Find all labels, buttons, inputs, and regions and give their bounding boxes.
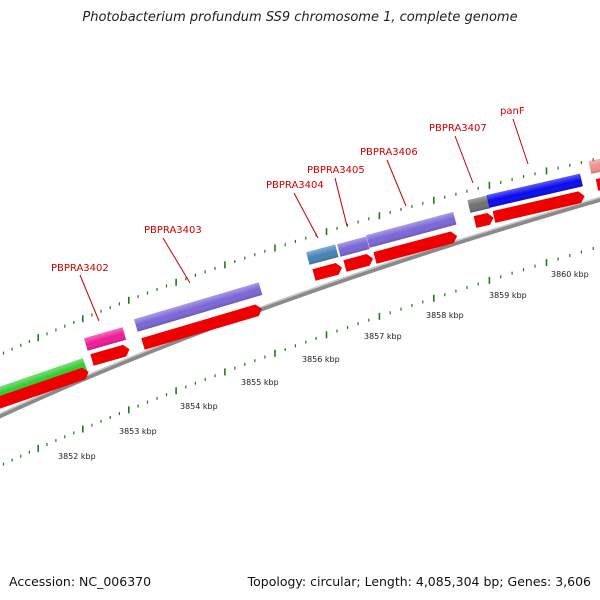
scale-label: 3860 kbp (551, 270, 589, 279)
gene-bar-shade (366, 211, 457, 248)
cds-arrow[interactable] (0, 366, 91, 410)
scale-labels: 3852 kbp 3853 kbp 3854 kbp 3855 kbp 3856… (58, 270, 589, 461)
gene-bar-shade (306, 244, 339, 265)
cds-arrow[interactable] (90, 343, 131, 366)
scale-label: 3857 kbp (364, 332, 402, 341)
cds-arrow[interactable] (373, 230, 458, 264)
leader-line (334, 177, 348, 227)
gene-labels: PBPRA3402 PBPRA3403 PBPRA3404 PBPRA3405 … (51, 106, 529, 322)
gene-bar-shade (337, 236, 370, 257)
scale-label: 3855 kbp (241, 378, 279, 387)
scale-label: 3859 kbp (489, 291, 527, 300)
chromosome-backbone (0, 196, 600, 419)
cds-arrow[interactable] (312, 262, 343, 281)
leader-line (79, 274, 100, 322)
scale-label: 3853 kbp (119, 427, 157, 436)
scale-label: 3856 kbp (302, 355, 340, 364)
scale-label: 3852 kbp (58, 452, 96, 461)
cds-arrow[interactable] (473, 212, 495, 228)
leader-line (454, 135, 474, 184)
leader-line (512, 118, 529, 165)
gene-label-pbpra3406[interactable]: PBPRA3406 (360, 147, 418, 158)
gene-bar-shade (588, 156, 600, 174)
tick-row-outer (2, 158, 594, 355)
gene-label-pbpra3404[interactable]: PBPRA3404 (266, 180, 324, 191)
cds-arrow[interactable] (492, 190, 586, 223)
scale-label: 3858 kbp (426, 311, 464, 320)
gene-label-pbpra3403[interactable]: PBPRA3403 (144, 225, 202, 236)
gene-bar-shade (467, 195, 490, 213)
gene-bar-shade (84, 327, 127, 351)
feature-track-cds (0, 175, 600, 410)
genome-summary-text: Topology: circular; Length: 4,085,304 bp… (247, 574, 591, 589)
gene-bar-shade (134, 282, 263, 332)
leader-line (293, 192, 319, 239)
map-title: Photobacterium profundum SS9 chromosome … (82, 10, 518, 25)
gene-label-pbpra3402[interactable]: PBPRA3402 (51, 263, 109, 274)
leader-line (386, 159, 407, 207)
cds-arrow[interactable] (595, 175, 600, 191)
feature-track-outer (0, 156, 600, 402)
gene-bar-shade (486, 173, 583, 208)
cds-arrow[interactable] (141, 303, 263, 350)
chromosome-backbone-highlight (0, 196, 600, 415)
scale-label: 3854 kbp (180, 402, 218, 411)
gene-label-pbpra3405[interactable]: PBPRA3405 (307, 165, 365, 176)
leader-line (162, 237, 191, 284)
gene-label-pbpra3407[interactable]: PBPRA3407 (429, 123, 487, 134)
accession-text: Accession: NC_006370 (9, 574, 152, 589)
gene-label-panf[interactable]: panF (500, 106, 525, 117)
tick-row-inner (2, 247, 594, 466)
cds-arrow[interactable] (343, 253, 374, 272)
